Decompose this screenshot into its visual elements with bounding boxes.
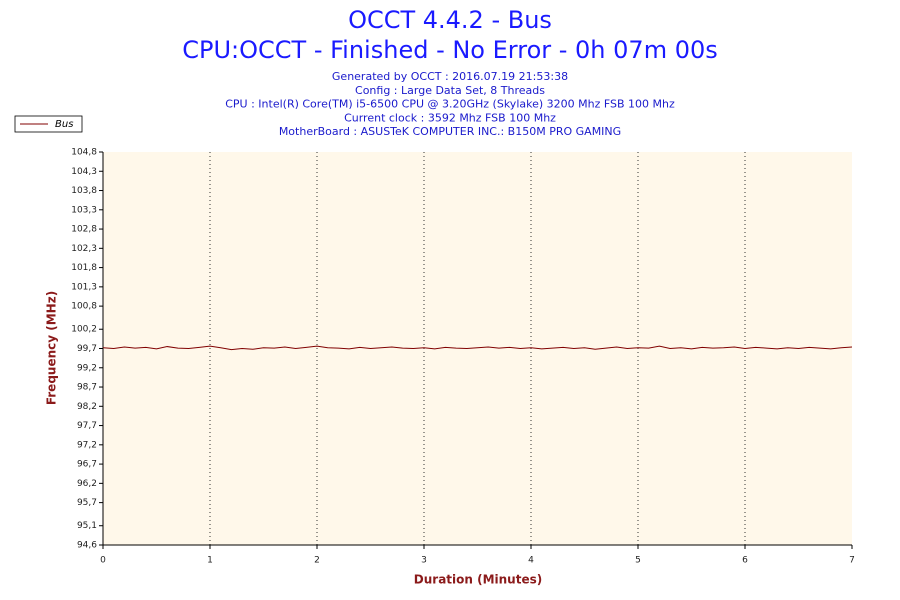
plot-area	[103, 152, 852, 545]
legend-box	[14, 115, 83, 133]
y-tick-label: 101,8	[71, 263, 97, 273]
y-tick-label: 95,1	[77, 521, 97, 531]
legend-label: Bus	[55, 119, 73, 130]
y-tick-label: 104,8	[71, 148, 97, 158]
info-line: Current clock : 3592 Mhz FSB 100 Mhz	[344, 111, 556, 124]
y-tick-label: 97,7	[77, 421, 97, 431]
chart-subtitle: CPU:OCCT - Finished - No Error - 0h 07m …	[182, 36, 718, 64]
x-tick-label: 5	[635, 556, 641, 566]
x-tick-label: 3	[421, 556, 427, 566]
series-line	[102, 345, 853, 351]
y-tick-label: 104,3	[71, 167, 97, 177]
info-line: Generated by OCCT : 2016.07.19 21:53:38	[332, 70, 568, 83]
y-tick-label: 98,7	[77, 383, 97, 393]
y-tick-label: 98,2	[77, 402, 97, 412]
y-tick-label: 103,8	[71, 186, 97, 196]
y-tick-label: 96,2	[77, 479, 97, 489]
x-tick-label: 1	[207, 556, 213, 566]
y-tick-label: 96,7	[77, 460, 97, 470]
y-tick-label: 97,2	[77, 440, 97, 450]
x-tick-label: 7	[849, 556, 855, 566]
info-line: CPU : Intel(R) Core(TM) i5-6500 CPU @ 3.…	[225, 98, 675, 111]
y-tick-label: 99,2	[77, 363, 97, 373]
chart-title: OCCT 4.4.2 - Bus	[348, 6, 552, 34]
y-axis-label: Frequency (MHz)	[45, 291, 59, 405]
y-tick-label: 99,7	[77, 344, 97, 354]
y-tick-label: 94,6	[77, 541, 97, 551]
y-tick-label: 102,8	[71, 225, 97, 235]
y-tick-label: 95,7	[77, 498, 97, 508]
info-line: MotherBoard : ASUSTeK COMPUTER INC.: B15…	[279, 125, 621, 138]
y-tick-label: 101,3	[71, 282, 97, 292]
y-tick-label: 100,2	[71, 325, 97, 335]
x-tick-label: 0	[100, 556, 106, 566]
x-tick-label: 6	[742, 556, 748, 566]
x-tick-label: 2	[314, 556, 320, 566]
x-axis-label: Duration (Minutes)	[414, 573, 542, 587]
x-tick-label: 4	[528, 556, 534, 566]
y-tick-label: 100,8	[71, 302, 97, 312]
info-line: Config : Large Data Set, 8 Threads	[355, 84, 545, 97]
y-tick-label: 102,3	[71, 244, 97, 254]
y-tick-label: 103,3	[71, 205, 97, 215]
